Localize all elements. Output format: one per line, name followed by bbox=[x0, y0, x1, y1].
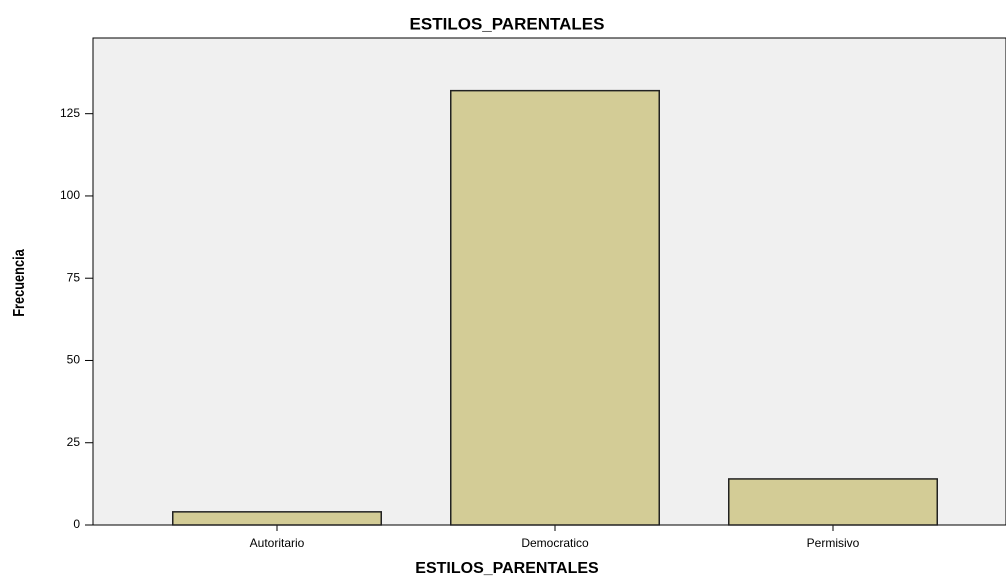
x-tick-label: Permisivo bbox=[807, 536, 860, 550]
y-tick-label: 50 bbox=[67, 353, 81, 367]
chart-title: ESTILOS_PARENTALES bbox=[410, 14, 605, 33]
x-tick-label: Democratico bbox=[521, 536, 589, 550]
y-tick-label: 125 bbox=[60, 106, 80, 120]
bar bbox=[728, 478, 938, 526]
y-tick-label: 75 bbox=[67, 270, 81, 284]
y-tick-label: 0 bbox=[73, 517, 80, 531]
bar bbox=[450, 89, 660, 526]
x-tick-label: Autoritario bbox=[250, 536, 305, 550]
x-axis-title: ESTILOS_PARENTALES bbox=[415, 560, 599, 577]
y-tick-label: 25 bbox=[67, 435, 81, 449]
y-axis-title: Frecuencia bbox=[11, 248, 29, 316]
y-tick-label: 100 bbox=[60, 188, 80, 202]
bar bbox=[172, 511, 382, 526]
